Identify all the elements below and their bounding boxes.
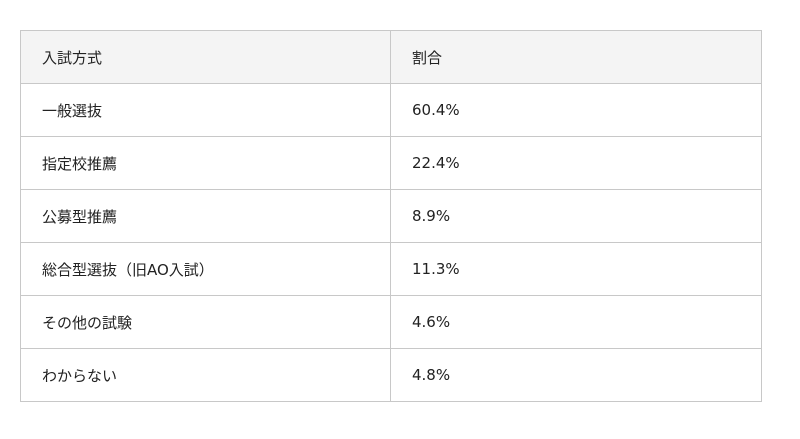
header-cell: 割合 <box>390 30 762 84</box>
table-cell: 総合型選抜（旧AO入試） <box>20 242 391 296</box>
table-row: 指定校推薦 22.4% <box>20 136 762 190</box>
table-cell: 8.9% <box>390 189 762 243</box>
table-cell: 4.8% <box>390 348 762 402</box>
data-table: 入試方式 割合 一般選抜 60.4% 指定校推薦 22.4% 公募型推薦 8.9% 総合型選抜… <box>20 30 762 402</box>
table-cell: 公募型推薦 <box>20 189 391 243</box>
table-header: 入試方式 割合 <box>20 30 762 84</box>
table-row: その他の試験 4.6% <box>20 295 762 349</box>
table-row: 総合型選抜（旧AO入試） 11.3% <box>20 242 762 296</box>
table-cell: 11.3% <box>390 242 762 296</box>
table-cell: その他の試験 <box>20 295 391 349</box>
header-row: 入試方式 割合 <box>20 30 762 84</box>
table-cell: 22.4% <box>390 136 762 190</box>
table-row: わからない 4.8% <box>20 348 762 402</box>
header-cell: 入試方式 <box>20 30 391 84</box>
table-cell: 60.4% <box>390 83 762 137</box>
table-row: 一般選抜 60.4% <box>20 83 762 137</box>
table-cell: 4.6% <box>390 295 762 349</box>
table-cell: 指定校推薦 <box>20 136 391 190</box>
table-row: 公募型推薦 8.9% <box>20 189 762 243</box>
table-cell: 一般選抜 <box>20 83 391 137</box>
table-cell: わからない <box>20 348 391 402</box>
table-body: 一般選抜 60.4% 指定校推薦 22.4% 公募型推薦 8.9% 総合型選抜（旧AO入試）… <box>20 83 762 402</box>
